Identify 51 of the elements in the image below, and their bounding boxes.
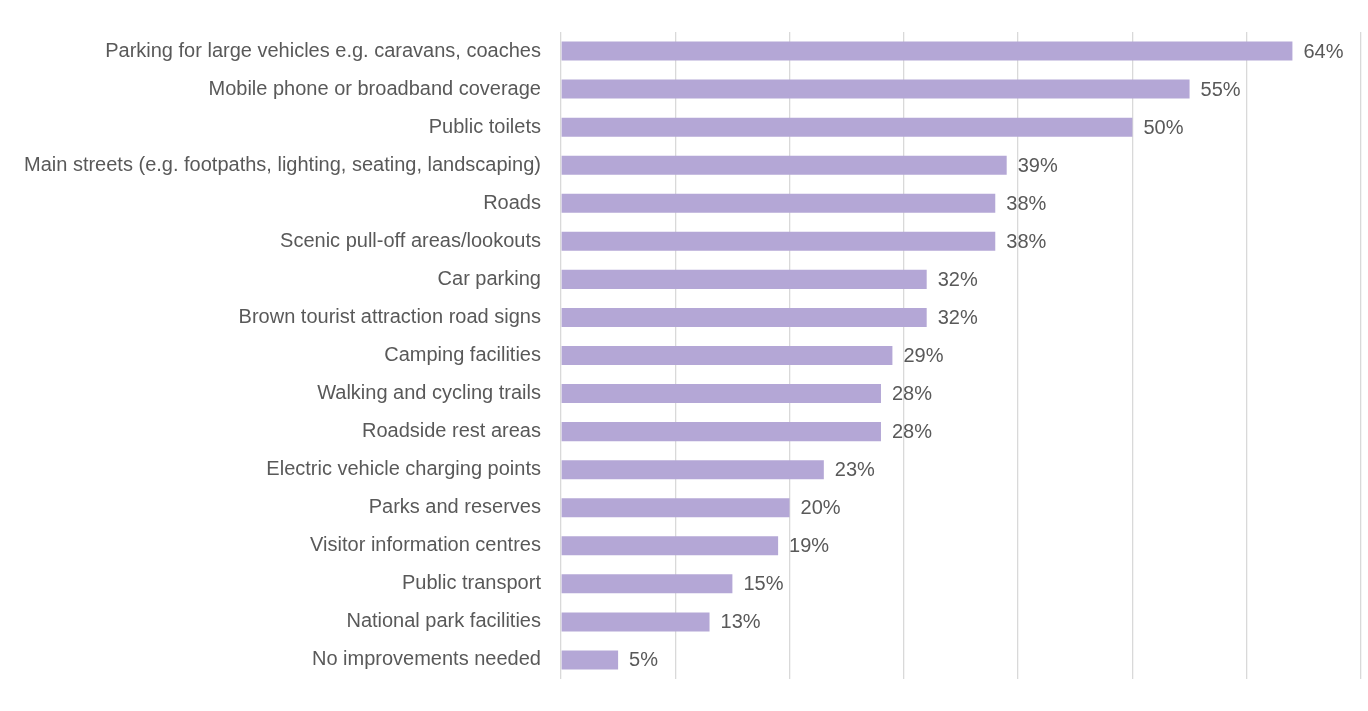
bar: [561, 345, 893, 366]
bar: [561, 612, 710, 632]
y-tick-label: Car parking: [437, 266, 541, 289]
data-label: 32%: [937, 305, 978, 328]
bar: [561, 574, 733, 594]
data-label: 32%: [937, 267, 978, 290]
y-tick-label: Public toilets: [428, 114, 541, 137]
bar: [561, 269, 927, 289]
y-tick-label: Mobile phone or broadband coverage: [208, 76, 541, 99]
data-label: 38%: [1006, 229, 1047, 252]
y-tick-label: Brown tourist attraction road signs: [238, 304, 541, 327]
data-label: 20%: [800, 496, 841, 519]
bar: [561, 193, 996, 213]
bar: [561, 79, 1190, 99]
bar: [561, 536, 779, 556]
data-label: 19%: [789, 534, 830, 557]
data-label: 29%: [903, 344, 944, 367]
data-label: 5%: [629, 648, 659, 671]
data-label: 23%: [834, 458, 876, 481]
y-tick-label: Parking for large vehicles e.g. caravans, coaches: [105, 38, 541, 61]
data-label: 13%: [720, 610, 761, 633]
bar: [561, 231, 996, 251]
data-label: 39%: [1017, 153, 1058, 176]
bar: [561, 41, 1293, 61]
data-label: 64%: [1303, 39, 1344, 62]
y-tick-label: Public transport: [401, 571, 542, 594]
y-tick-label: Visitor information centres: [310, 533, 541, 556]
bar: [561, 117, 1133, 137]
data-label: 28%: [891, 382, 933, 405]
y-tick-label: Walking and cycling trails: [317, 381, 541, 404]
data-label: 28%: [891, 420, 933, 443]
bar: [561, 155, 1007, 175]
y-tick-label: No improvements needed: [311, 647, 541, 670]
data-label: 50%: [1143, 115, 1184, 138]
bar: [561, 460, 824, 480]
bar: [561, 422, 881, 442]
data-label: 38%: [1006, 191, 1047, 214]
y-tick-label: Scenic pull-off areas/lookouts: [280, 228, 541, 251]
y-tick-label: Roads: [483, 190, 541, 213]
y-tick-label: Roadside rest areas: [361, 419, 541, 442]
y-tick-label: Electric vehicle charging points: [266, 457, 541, 480]
data-label: 55%: [1200, 77, 1241, 100]
data-label: 15%: [743, 572, 784, 595]
bar: [561, 307, 927, 327]
bar: [561, 384, 881, 404]
y-tick-label: National park facilities: [346, 609, 541, 632]
y-tick-label: Camping facilities: [384, 343, 541, 366]
y-tick-label: Main streets (e.g. footpaths, lighting, seating, landscaping): [23, 152, 541, 175]
bar: [561, 498, 790, 518]
bar: [561, 650, 619, 670]
y-tick-label: Parks and reserves: [368, 495, 541, 518]
